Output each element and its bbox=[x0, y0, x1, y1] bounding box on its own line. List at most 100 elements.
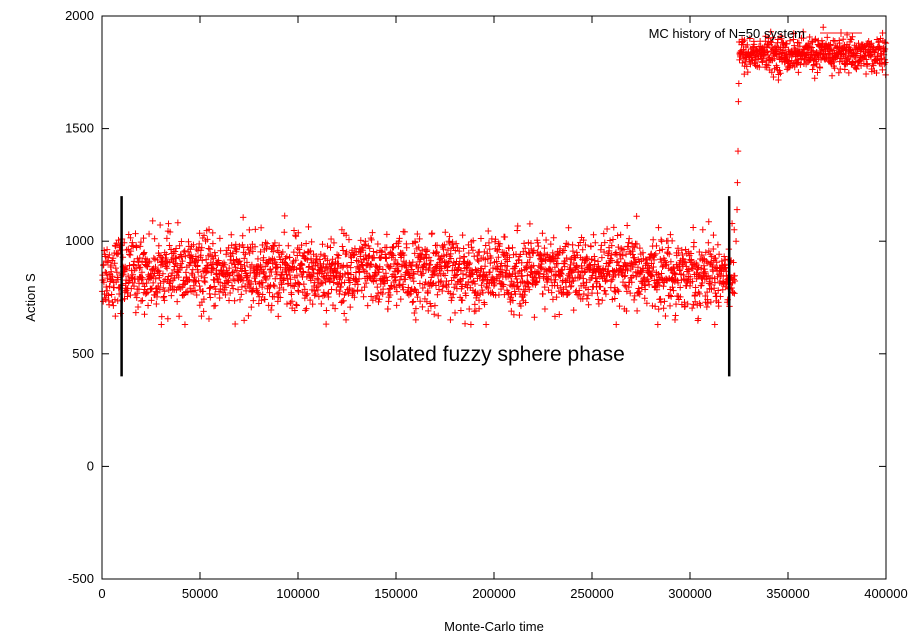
data-point bbox=[294, 244, 301, 252]
data-point bbox=[435, 286, 443, 293]
data-point bbox=[468, 279, 476, 286]
data-point bbox=[164, 315, 172, 323]
data-point bbox=[286, 271, 294, 279]
data-point bbox=[514, 222, 521, 230]
data-point bbox=[254, 255, 262, 263]
data-point bbox=[678, 246, 685, 254]
data-point bbox=[684, 266, 692, 273]
data-point bbox=[827, 41, 834, 48]
data-point bbox=[482, 242, 489, 249]
data-point bbox=[353, 276, 360, 284]
data-point bbox=[373, 292, 381, 300]
data-point bbox=[157, 279, 164, 287]
data-point bbox=[783, 40, 791, 48]
data-point bbox=[193, 257, 201, 264]
data-point bbox=[196, 282, 203, 290]
data-point bbox=[589, 272, 596, 279]
data-point bbox=[221, 261, 229, 268]
data-point bbox=[109, 255, 117, 262]
data-point bbox=[283, 253, 290, 260]
data-point bbox=[274, 290, 281, 298]
data-point bbox=[824, 34, 831, 41]
data-point bbox=[338, 226, 346, 233]
data-point bbox=[292, 256, 299, 264]
data-point bbox=[281, 229, 288, 236]
data-point bbox=[750, 41, 758, 48]
scatter-points bbox=[98, 24, 890, 328]
data-point bbox=[417, 250, 424, 257]
data-point bbox=[527, 240, 535, 247]
data-point bbox=[839, 36, 847, 43]
data-point bbox=[565, 224, 572, 232]
data-point bbox=[862, 70, 870, 78]
data-point bbox=[102, 269, 109, 276]
data-point bbox=[722, 256, 729, 264]
data-point bbox=[176, 242, 183, 249]
data-point bbox=[273, 261, 280, 268]
data-point bbox=[708, 286, 715, 293]
data-point bbox=[722, 264, 729, 272]
data-point bbox=[588, 289, 596, 297]
data-point bbox=[412, 239, 419, 246]
data-point bbox=[186, 285, 194, 292]
data-point bbox=[433, 248, 440, 256]
data-point bbox=[351, 251, 358, 258]
data-point bbox=[108, 268, 115, 275]
data-point bbox=[395, 267, 402, 275]
data-point bbox=[181, 321, 189, 328]
data-point bbox=[153, 300, 160, 308]
data-point bbox=[298, 261, 306, 269]
data-point bbox=[384, 305, 392, 313]
data-point bbox=[597, 246, 605, 253]
data-point bbox=[560, 247, 568, 254]
data-point bbox=[329, 256, 336, 263]
data-point bbox=[342, 289, 349, 296]
y-tick-label: 1000 bbox=[65, 233, 94, 248]
data-point bbox=[467, 266, 475, 274]
data-point bbox=[410, 278, 417, 285]
data-point bbox=[340, 297, 347, 304]
data-point bbox=[776, 67, 783, 74]
data-point bbox=[103, 246, 111, 253]
data-point bbox=[382, 254, 389, 261]
data-point bbox=[159, 270, 167, 277]
data-point bbox=[410, 298, 417, 305]
data-point bbox=[523, 265, 530, 272]
data-point bbox=[797, 61, 804, 68]
data-point bbox=[487, 254, 495, 262]
data-point bbox=[390, 243, 397, 251]
data-point bbox=[158, 321, 165, 328]
data-point bbox=[515, 285, 522, 293]
data-point bbox=[192, 253, 200, 260]
data-point bbox=[257, 224, 265, 231]
data-point bbox=[364, 302, 371, 309]
data-point bbox=[200, 295, 208, 303]
data-point bbox=[668, 237, 676, 245]
data-point bbox=[660, 305, 667, 312]
data-point bbox=[291, 307, 298, 314]
data-point bbox=[829, 47, 837, 54]
data-point bbox=[259, 279, 267, 286]
data-point bbox=[295, 229, 302, 236]
data-point bbox=[705, 247, 713, 255]
data-point bbox=[503, 267, 510, 274]
data-point bbox=[219, 270, 226, 277]
data-point bbox=[804, 49, 811, 56]
data-point bbox=[381, 280, 388, 287]
x-tick-label: 100000 bbox=[276, 586, 319, 601]
data-point bbox=[376, 296, 383, 303]
data-point bbox=[230, 268, 238, 276]
data-point bbox=[475, 305, 483, 312]
data-point bbox=[432, 282, 440, 289]
data-point bbox=[508, 291, 515, 298]
data-point bbox=[384, 277, 391, 284]
data-point bbox=[397, 273, 405, 280]
data-point bbox=[644, 278, 652, 285]
data-point bbox=[619, 278, 627, 286]
data-point bbox=[433, 249, 441, 256]
data-point bbox=[228, 282, 236, 289]
data-point bbox=[283, 300, 291, 308]
data-point bbox=[149, 217, 156, 225]
data-point bbox=[485, 239, 493, 247]
